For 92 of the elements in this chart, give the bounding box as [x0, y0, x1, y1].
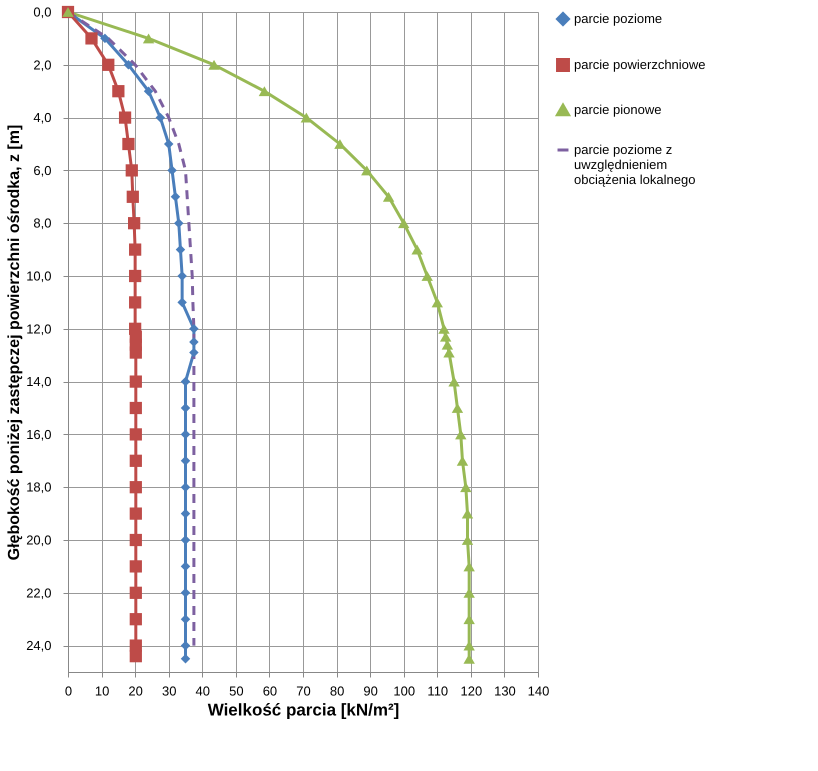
point [432, 297, 443, 308]
point [361, 165, 372, 176]
x-tick-label: 0 [64, 684, 72, 698]
point [142, 33, 154, 44]
point [130, 454, 142, 467]
point [85, 32, 98, 45]
y-tick-label: 6,0 [33, 162, 52, 178]
point [180, 430, 190, 440]
point [164, 139, 174, 149]
point [130, 613, 142, 626]
x-tick-label: 50 [229, 684, 244, 698]
point [128, 217, 140, 230]
x-tick-label: 80 [330, 684, 344, 698]
point [100, 34, 110, 44]
x-tick-label: 100 [393, 684, 416, 698]
point [460, 482, 472, 492]
x-tick-label: 60 [262, 684, 278, 698]
point [411, 244, 423, 255]
x-tick-label: 70 [296, 684, 311, 698]
point [129, 270, 142, 282]
legend-label: parcie pionowe [574, 102, 662, 117]
x-tick-label: 20 [128, 684, 143, 698]
legend-label: parcie poziome z uwzględnieniem obciążenia lokalnego [574, 142, 696, 187]
point [180, 640, 190, 650]
x-tick-label: 90 [363, 684, 378, 698]
point [174, 218, 184, 228]
y-tick-label: 2,0 [33, 57, 52, 72]
x-tick-label: 30 [162, 684, 176, 698]
point [130, 534, 142, 546]
point [176, 244, 186, 254]
x-tick-label: 40 [196, 684, 210, 698]
point [422, 271, 433, 281]
y-tick-label: 24,0 [26, 638, 52, 654]
point [156, 112, 166, 122]
y-tick-label: 20,0 [26, 532, 52, 548]
point [177, 271, 187, 281]
point [167, 166, 177, 176]
y-tick-label: 8,0 [33, 216, 52, 231]
point [118, 111, 132, 124]
point [170, 192, 180, 202]
point [334, 139, 346, 149]
y-tick-label: 0,0 [33, 4, 52, 20]
x-axis-title: Wielkość parcia [kN/m²] [208, 700, 400, 720]
y-tick-label: 14,0 [26, 374, 52, 390]
point [382, 192, 394, 202]
y-tick-label: 18,0 [26, 480, 52, 495]
point [144, 86, 154, 96]
y-tick-label: 12,0 [26, 321, 52, 336]
point [438, 324, 450, 334]
point [180, 562, 190, 572]
x-tick-label: 10 [94, 684, 110, 698]
point [130, 428, 142, 441]
point [129, 243, 142, 256]
x-tick-label: 130 [494, 684, 516, 698]
point [189, 324, 199, 334]
point [180, 508, 190, 518]
point [130, 346, 142, 359]
point [208, 60, 220, 70]
x-tick-label: 120 [460, 684, 482, 698]
point [122, 138, 135, 150]
point [130, 402, 142, 414]
point [180, 654, 190, 664]
legend-label: parcie poziome [574, 11, 662, 26]
y-axis-title: Głębokość poniżej zastępczej powierzchni ośrodka, z [m] [6, 124, 24, 560]
point [448, 376, 460, 387]
point [112, 85, 124, 98]
point [177, 298, 187, 308]
point [130, 560, 142, 573]
legend-label: parcie powierzchniowe [574, 57, 706, 72]
y-tick-label: 4,0 [33, 110, 52, 126]
point [130, 375, 142, 388]
point [130, 481, 142, 494]
y-tick-label: 10,0 [26, 268, 52, 284]
point [126, 164, 138, 177]
x-tick-label: 110 [427, 684, 448, 698]
point [180, 403, 190, 413]
x-tick-label: 140 [528, 684, 550, 698]
point [180, 535, 190, 545]
point [258, 86, 270, 96]
point [129, 296, 142, 309]
point [102, 58, 114, 71]
y-tick-label: 22,0 [26, 585, 52, 600]
point [398, 218, 410, 228]
point [124, 60, 134, 70]
point [130, 507, 142, 520]
y-tick-label: 16,0 [26, 426, 52, 442]
point [189, 337, 199, 347]
point [180, 376, 190, 386]
point [126, 190, 139, 203]
point [130, 650, 142, 662]
point [130, 586, 142, 599]
point [189, 348, 199, 358]
